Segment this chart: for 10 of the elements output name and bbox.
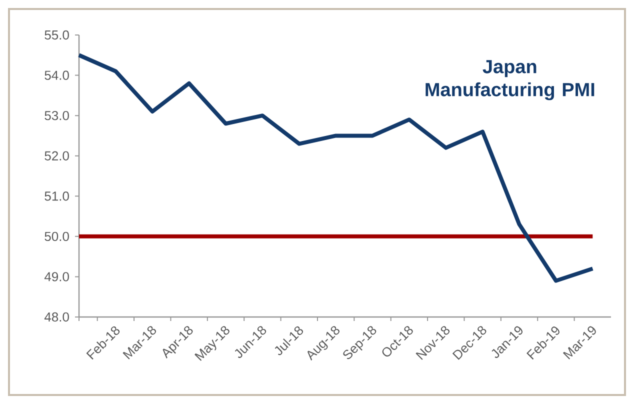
y-tick-label: 55.0: [44, 30, 69, 40]
y-tick-label: 51.0: [44, 192, 69, 201]
text: Japan Manufacturing PMI: [426, 60, 594, 100]
line-series: [77, 53, 595, 283]
y-tick-label: 50.0: [44, 232, 69, 242]
y-tick-label: 52.0: [44, 151, 69, 160]
y-tick-label: 49.0: [44, 272, 69, 282]
y-tick-label: 53.0: [44, 110, 69, 120]
y-tick-label: 48.0: [44, 312, 69, 322]
y-tick-label: 54.0: [44, 70, 69, 80]
